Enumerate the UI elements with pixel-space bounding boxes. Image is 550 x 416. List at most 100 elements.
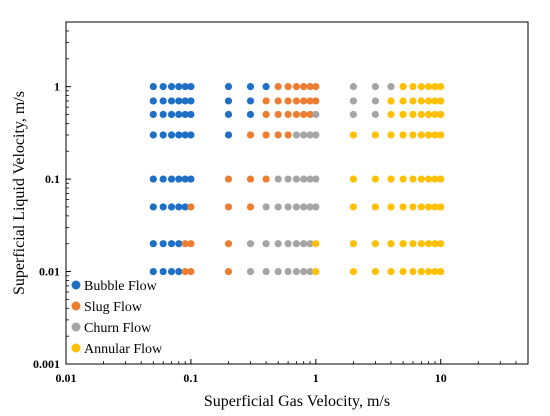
y-tick-label: 0.1 [45,172,60,186]
data-point [399,110,407,119]
data-point [371,97,379,105]
data-point [437,175,445,183]
data-point [262,83,270,91]
data-point [159,240,167,248]
data-point [175,97,183,105]
data-point [371,267,379,276]
data-point [306,203,314,211]
data-point [262,175,270,183]
data-point [175,83,183,91]
data-point [371,110,379,119]
data-point [181,240,189,248]
data-point [167,175,176,183]
data-point [306,97,314,105]
data-point [409,97,417,105]
data-point [175,110,183,119]
data-point [246,203,255,211]
data-point [431,110,439,119]
data-point [149,131,157,139]
data-point [246,240,255,248]
data-point [292,83,301,91]
data-point [312,110,320,119]
data-point [167,131,176,139]
data-point [424,240,433,248]
data-point [417,83,425,91]
data-point [187,267,195,276]
data-point [175,240,183,248]
data-point [246,110,255,119]
data-point [284,83,292,91]
data-point [300,240,308,248]
data-point [312,131,320,139]
data-point [437,267,445,276]
data-point [300,203,308,211]
data-point [431,267,439,276]
data-point [399,131,407,139]
data-point [409,203,417,211]
data-point [224,97,233,105]
data-point [431,175,439,183]
data-point [149,175,157,183]
data-point [300,175,308,183]
data-point [167,110,176,119]
data-point [387,240,395,248]
data-point [159,110,167,119]
data-point [187,110,195,119]
data-point [159,203,167,211]
data-point [431,240,439,248]
data-point [292,131,301,139]
data-point [159,267,167,276]
data-point [399,203,407,211]
data-point [159,83,167,91]
legend-label: Slug Flow [84,300,143,315]
data-point [424,110,433,119]
data-point [417,240,425,248]
data-point [224,131,233,139]
data-point [224,175,233,183]
data-point [292,203,301,211]
data-point [224,203,233,211]
data-point [284,203,292,211]
data-point [274,131,282,139]
data-point [246,131,255,139]
data-point [187,240,195,248]
data-point [149,267,157,276]
data-point [349,83,357,91]
data-point [187,97,195,105]
data-point [284,97,292,105]
data-point [187,83,195,91]
data-point [371,175,379,183]
data-point [167,267,176,276]
data-point [167,83,176,91]
legend-label: Annular Flow [84,342,163,357]
data-point [409,83,417,91]
data-point [371,131,379,139]
data-point [312,97,320,105]
y-tick-label: 1 [54,80,60,94]
data-point [437,97,445,105]
data-point [175,267,183,276]
data-point [181,175,189,183]
data-point [187,203,195,211]
data-point [399,97,407,105]
data-point [292,175,301,183]
data-point [284,267,292,276]
data-point [175,131,183,139]
data-point [312,203,320,211]
legend-marker [71,322,81,332]
data-point [159,175,167,183]
data-point [387,175,395,183]
data-point [181,267,189,276]
data-point [149,203,157,211]
data-point [300,131,308,139]
data-point [246,97,255,105]
legend-marker [71,343,81,353]
data-point [431,203,439,211]
data-point [437,240,445,248]
legend-label: Bubble Flow [84,279,158,294]
data-point [181,203,189,211]
data-point [417,203,425,211]
data-point [175,175,183,183]
data-point [187,131,195,139]
